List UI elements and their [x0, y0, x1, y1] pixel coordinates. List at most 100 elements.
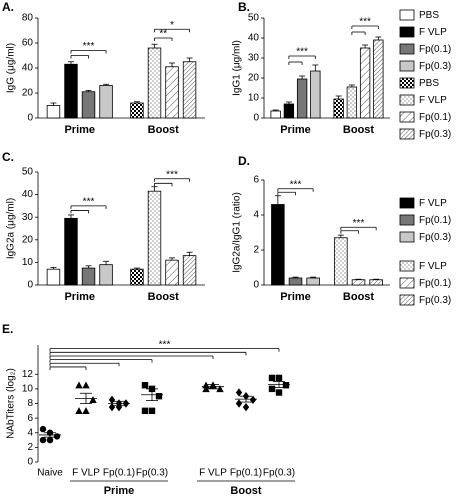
y-axis-label: IgG (μg/ml) [6, 43, 17, 93]
bar [165, 259, 179, 286]
y-tick-label: 40 [22, 189, 34, 200]
point [148, 407, 156, 415]
point [75, 407, 83, 415]
bar [373, 39, 384, 119]
bar [81, 267, 96, 286]
bar [64, 217, 78, 286]
sig-label: *** [353, 218, 365, 229]
bar [283, 103, 295, 119]
y-tick-label: 20 [22, 88, 34, 99]
legend-label: Fp(0.1) [419, 215, 451, 226]
category-label: F VLP [199, 468, 227, 479]
group-label: Prime [104, 485, 135, 497]
point [82, 381, 90, 389]
point [235, 399, 243, 408]
y-tick-label: 40 [22, 63, 34, 74]
point [268, 374, 276, 382]
category-label: Prime [280, 124, 311, 136]
legend-swatch [399, 9, 415, 21]
sig-label: *** [83, 41, 95, 52]
y-tick-label: 12 [22, 369, 34, 380]
y-tick-label: 8 [27, 398, 33, 409]
legend-label: F VLP [419, 261, 447, 272]
legend-swatch [399, 77, 415, 89]
legend-label: Fp(0.1) [419, 44, 451, 55]
y-tick-label: 4 [27, 427, 33, 438]
y-tick-label: 0 [27, 457, 33, 468]
bar [270, 110, 281, 119]
point [249, 395, 257, 405]
y-tick-label: 80 [22, 13, 34, 24]
bar [46, 105, 61, 119]
bar [346, 86, 358, 119]
bar [306, 277, 320, 286]
point [275, 374, 283, 382]
legend-label: Fp(0.3) [419, 61, 451, 72]
point [39, 436, 47, 444]
group-label: Boost [230, 485, 262, 497]
point [82, 407, 90, 415]
bar [64, 63, 78, 119]
y-tick-label: 2 [27, 442, 33, 453]
point [115, 402, 123, 412]
bar [288, 277, 303, 286]
legend-swatch [399, 43, 415, 55]
bar [81, 91, 96, 119]
point [155, 392, 163, 400]
sig-label: *** [159, 339, 171, 350]
legend-swatch [399, 294, 415, 306]
bar [147, 47, 162, 119]
legend-label: PBS [419, 10, 439, 21]
legend-swatch [399, 60, 415, 72]
legend-swatch [399, 94, 415, 106]
y-tick-label: 10 [248, 93, 260, 104]
y-tick-label: 6 [253, 175, 259, 186]
y-tick-label: 10 [22, 384, 34, 395]
sig-label: *** [296, 47, 308, 58]
panel-label: E. [2, 322, 13, 336]
panel-label: C. [2, 150, 14, 164]
point [53, 433, 61, 440]
point [141, 382, 149, 389]
category-label: Boost [148, 291, 180, 303]
point [216, 385, 224, 393]
sig-label: * [170, 20, 174, 31]
y-tick-label: 6 [27, 413, 33, 424]
y-tick-label: 0 [27, 113, 33, 124]
legend-label: Fp(0.3) [419, 232, 451, 243]
y-tick-label: 30 [248, 53, 260, 64]
bar [310, 70, 321, 119]
legend-swatch [399, 231, 415, 243]
y-tick-label: 40 [248, 33, 260, 44]
y-tick-label: 30 [22, 212, 34, 223]
category-label: Prime [280, 291, 311, 303]
category-label: Prime [64, 291, 95, 303]
bar [351, 279, 366, 286]
y-axis-label: NAbTiters (log₂) [6, 368, 17, 439]
y-tick-label: 10 [22, 257, 34, 268]
y-tick-label: 0 [253, 113, 259, 124]
point [242, 402, 250, 412]
point [275, 389, 283, 396]
sig-label: *** [166, 169, 178, 180]
y-tick-label: 20 [248, 73, 260, 84]
y-axis-label: IgG2a (μg/ml) [6, 198, 17, 259]
legend-label: Fp(0.3) [419, 129, 451, 140]
point [282, 382, 290, 389]
y-tick-label: 4 [253, 210, 259, 221]
bar [296, 78, 308, 119]
category-label: Fp(0.3) [263, 468, 295, 479]
legend-label: F VLP [419, 198, 447, 209]
legend-swatch [399, 197, 415, 209]
bar [333, 98, 344, 119]
bar [147, 190, 162, 286]
panel-label: B. [238, 0, 250, 14]
point [235, 388, 243, 397]
sig-label: *** [359, 17, 371, 28]
bar [99, 264, 113, 286]
bar [99, 85, 113, 119]
point [108, 395, 116, 405]
y-tick-label: 0 [253, 280, 259, 291]
point [108, 402, 116, 412]
bar [165, 66, 179, 119]
